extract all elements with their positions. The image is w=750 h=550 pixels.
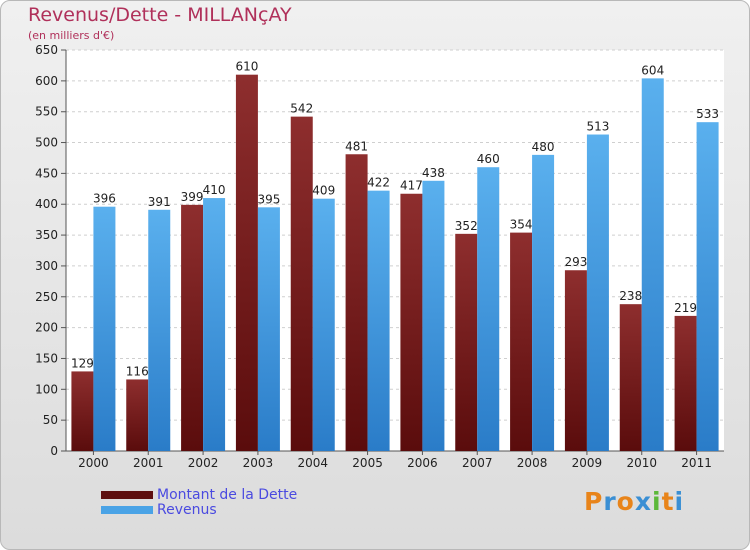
bar-revenus <box>367 190 390 452</box>
logo-letter: P <box>584 487 604 516</box>
logo-letter: i <box>674 487 685 516</box>
bar-dette <box>345 154 368 451</box>
y-tick-label: 100 <box>35 382 58 396</box>
y-tick-label: 450 <box>35 166 58 180</box>
data-label-revenus: 480 <box>532 140 555 154</box>
bar-dette <box>564 270 587 451</box>
data-label-revenus: 604 <box>641 63 664 77</box>
data-label-revenus: 513 <box>586 120 609 134</box>
proxiti-logo: Proxiti <box>584 487 684 516</box>
x-tick-label: 2005 <box>352 456 383 470</box>
data-label-dette: 610 <box>235 60 258 74</box>
y-tick-label: 50 <box>43 413 58 427</box>
x-tick-label: 2011 <box>681 456 712 470</box>
y-tick-label: 0 <box>50 444 58 458</box>
y-tick-label: 500 <box>35 136 58 150</box>
data-label-dette: 116 <box>126 364 149 378</box>
y-tick-label: 400 <box>35 197 58 211</box>
bar-revenus <box>641 78 664 451</box>
bar-revenus <box>148 209 171 451</box>
y-tick-label: 600 <box>35 74 58 88</box>
x-tick-label: 2002 <box>188 456 219 470</box>
legend-label-revenus: Revenus <box>157 502 217 518</box>
data-label-dette: 354 <box>510 218 533 232</box>
bar-dette <box>290 116 313 452</box>
x-tick-label: 2010 <box>626 456 657 470</box>
logo-letter: o <box>616 487 635 516</box>
data-label-dette: 481 <box>345 139 368 153</box>
x-tick-label: 2009 <box>572 456 603 470</box>
data-label-revenus: 409 <box>312 184 335 198</box>
plot-area <box>66 50 724 451</box>
bar-revenus <box>312 198 335 451</box>
data-label-dette: 399 <box>181 190 204 204</box>
data-label-revenus: 438 <box>422 166 445 180</box>
logo-letter: r <box>603 487 617 516</box>
data-label-dette: 352 <box>455 219 478 233</box>
data-label-dette: 293 <box>564 255 587 269</box>
data-label-revenus: 391 <box>148 195 171 209</box>
bar-dette <box>235 74 258 451</box>
bar-revenus <box>203 198 226 451</box>
bar-dette <box>126 379 149 451</box>
bar-revenus <box>532 154 555 451</box>
bar-revenus <box>586 134 609 451</box>
data-label-revenus: 460 <box>477 152 500 166</box>
data-label-revenus: 410 <box>203 183 226 197</box>
bar-dette <box>400 193 423 451</box>
bar-dette <box>510 232 533 451</box>
data-label-dette: 542 <box>290 102 313 116</box>
data-label-revenus: 395 <box>257 192 280 206</box>
chart-title: Revenus/Dette - MILLANçAY <box>28 4 292 26</box>
y-tick-label: 550 <box>35 105 58 119</box>
data-label-dette: 238 <box>619 289 642 303</box>
data-label-dette: 417 <box>400 179 423 193</box>
x-tick-label: 2000 <box>78 456 109 470</box>
y-tick-label: 350 <box>35 228 58 242</box>
x-tick-label: 2007 <box>462 456 493 470</box>
bar-revenus <box>477 167 500 451</box>
legend-label-debt: Montant de la Dette <box>157 487 298 503</box>
bar-dette <box>71 371 94 451</box>
bar-revenus <box>257 207 280 451</box>
y-tick-label: 150 <box>35 351 58 365</box>
x-tick-label: 2008 <box>517 456 548 470</box>
bar-dette <box>674 315 697 451</box>
x-tick-label: 2001 <box>133 456 164 470</box>
x-tick-label: 2003 <box>243 456 274 470</box>
logo-letter: t <box>661 487 675 516</box>
y-tick-label: 300 <box>35 259 58 273</box>
x-tick-label: 2004 <box>297 456 328 470</box>
bar-revenus <box>422 180 445 451</box>
legend-swatch-revenus <box>101 506 153 514</box>
bar-revenus <box>696 122 719 452</box>
bar-dette <box>455 233 478 451</box>
x-tick-label: 2006 <box>407 456 438 470</box>
logo-letter: x <box>634 487 652 516</box>
legend-swatch-debt <box>101 491 153 499</box>
logo-letter: i <box>652 487 662 516</box>
data-label-revenus: 422 <box>367 176 390 190</box>
y-tick-label: 250 <box>35 290 58 304</box>
data-label-revenus: 533 <box>696 107 719 121</box>
bar-revenus <box>93 206 116 451</box>
y-tick-label: 650 <box>35 43 58 57</box>
data-label-dette: 129 <box>71 356 94 370</box>
chart-subtitle: (en milliers d'€) <box>28 29 115 42</box>
data-label-revenus: 396 <box>93 192 116 206</box>
bar-dette <box>619 304 642 451</box>
bar-dette <box>181 204 204 451</box>
y-tick-label: 200 <box>35 321 58 335</box>
data-label-dette: 219 <box>674 301 697 315</box>
